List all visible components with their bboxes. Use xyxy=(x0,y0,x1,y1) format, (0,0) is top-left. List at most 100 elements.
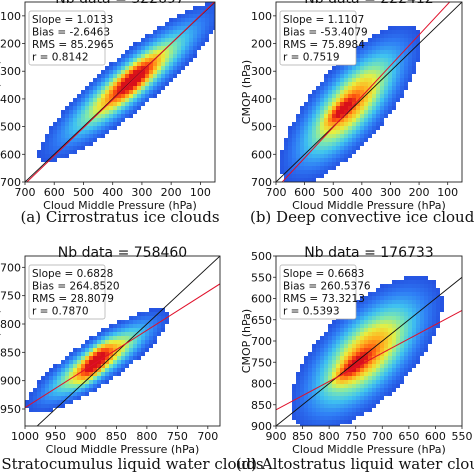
stat-line: Bias = 260.5376 xyxy=(283,281,371,293)
x-tick-label: 850 xyxy=(292,430,313,443)
y-tick-label: 700 xyxy=(251,335,272,348)
chart-title: Nb data = 176733 xyxy=(304,245,433,261)
stat-line: r = 0.7519 xyxy=(283,52,340,64)
density-heatmap xyxy=(25,308,169,412)
x-tick-label: 750 xyxy=(345,430,366,443)
stat-line: Bias = 264.8520 xyxy=(32,281,120,293)
x-tick-label: 200 xyxy=(161,186,182,199)
y-tick-label: 950 xyxy=(0,403,21,416)
y-tick-label: 500 xyxy=(0,121,21,134)
regression-line xyxy=(276,310,462,411)
x-tick-label: 600 xyxy=(425,430,446,443)
panel-caption: (c) Stratocumulus liquid water clouds xyxy=(0,455,264,473)
y-tick-label: 700 xyxy=(0,261,21,274)
y-tick-label: 600 xyxy=(251,148,272,161)
y-tick-label: 800 xyxy=(0,318,21,331)
x-axis-label: Cloud Middle Pressure (hPa) xyxy=(46,443,200,456)
y-axis-label: CMOP (hPa) xyxy=(240,60,253,124)
y-tick-label: 500 xyxy=(251,121,272,134)
stat-line: Slope = 1.0133 xyxy=(32,14,113,26)
y-tick-label: 900 xyxy=(251,420,272,433)
x-tick-label: 500 xyxy=(73,186,94,199)
x-tick-label: 800 xyxy=(319,430,340,443)
stat-line: Slope = 0.6683 xyxy=(283,268,364,280)
chart-title: Nb data = 758460 xyxy=(58,245,187,261)
x-tick-label: 400 xyxy=(102,186,123,199)
x-tick-label: 700 xyxy=(15,186,36,199)
density-heatmap xyxy=(37,2,215,162)
chart-title: Nb data = 222412 xyxy=(304,0,433,7)
x-tick-label: 100 xyxy=(437,186,458,199)
y-tick-label: 100 xyxy=(251,10,272,23)
regression-line xyxy=(281,2,451,182)
identity-line xyxy=(276,2,462,182)
y-tick-label: 850 xyxy=(0,346,21,359)
x-tick-label: 650 xyxy=(398,430,419,443)
x-tick-label: 400 xyxy=(351,186,372,199)
stats-box xyxy=(28,10,106,66)
y-tick-label: 400 xyxy=(251,93,272,106)
x-tick-label: 700 xyxy=(372,430,393,443)
panel-caption: (a) Cirrostratus ice clouds xyxy=(20,208,219,226)
y-tick-label: 900 xyxy=(0,375,21,388)
stat-line: Bias = -2.6463 xyxy=(32,27,110,39)
y-tick-label: 200 xyxy=(251,38,272,51)
stat-line: RMS = 73.3213 xyxy=(283,293,365,305)
x-axis-label: Cloud Middle Pressure (hPa) xyxy=(292,199,446,212)
regression-line xyxy=(26,2,215,182)
x-tick-label: 300 xyxy=(380,186,401,199)
stat-line: RMS = 75.8984 xyxy=(283,39,365,51)
density-heatmap xyxy=(280,26,420,182)
y-tick-label: 700 xyxy=(0,176,21,189)
y-tick-label: 400 xyxy=(0,93,21,106)
plot-frame xyxy=(24,1,216,183)
stat-line: Slope = 0.6828 xyxy=(32,268,113,280)
stat-line: r = 0.5393 xyxy=(283,306,340,318)
stats-box xyxy=(28,264,106,320)
plot-frame xyxy=(275,1,463,183)
stats-box xyxy=(279,10,357,66)
stat-line: Slope = 1.1107 xyxy=(283,14,364,26)
y-tick-label: 200 xyxy=(0,38,21,51)
x-tick-label: 600 xyxy=(294,186,315,199)
x-tick-label: 750 xyxy=(167,430,188,443)
stat-line: RMS = 85.2965 xyxy=(32,39,114,51)
y-axis-label: CMOP (hPa) xyxy=(0,60,2,124)
x-tick-label: 900 xyxy=(75,430,96,443)
density-heatmap xyxy=(292,276,444,426)
panel-caption: (b) Deep convective ice clouds xyxy=(250,208,474,226)
y-tick-label: 600 xyxy=(0,148,21,161)
x-tick-label: 700 xyxy=(266,186,287,199)
y-tick-label: 600 xyxy=(251,293,272,306)
x-tick-label: 950 xyxy=(45,430,66,443)
x-tick-label: 900 xyxy=(266,430,287,443)
y-tick-label: 750 xyxy=(0,290,21,303)
x-tick-label: 800 xyxy=(136,430,157,443)
y-tick-label: 650 xyxy=(251,314,272,327)
x-tick-label: 500 xyxy=(323,186,344,199)
chart-title: Nb data = 322697 xyxy=(55,0,184,7)
stat-line: r = 0.7870 xyxy=(32,306,89,318)
y-tick-label: 500 xyxy=(251,250,272,263)
panel-1: 700 600 500 400 300 200 100 700 600 500 400 300 200 1… xyxy=(0,0,220,226)
stat-line: Bias = -53.4079 xyxy=(283,27,368,39)
x-tick-label: 1000 xyxy=(11,430,39,443)
x-tick-label: 600 xyxy=(44,186,65,199)
x-tick-label: 700 xyxy=(197,430,218,443)
regression-line xyxy=(25,283,220,409)
x-axis-label: Cloud Middle Pressure (hPa) xyxy=(292,443,446,456)
y-axis-label: CMOP (hPa) xyxy=(0,309,2,373)
panel-4: 900 850 800 750 700 650 600 550 900 850 800 750 700 6… xyxy=(236,245,474,473)
x-tick-label: 850 xyxy=(106,430,127,443)
y-tick-label: 550 xyxy=(251,271,272,284)
y-tick-label: 700 xyxy=(251,176,272,189)
plot-frame xyxy=(24,255,221,427)
stat-line: r = 0.8142 xyxy=(32,52,89,64)
y-tick-label: 100 xyxy=(0,10,21,23)
x-tick-label: 300 xyxy=(131,186,152,199)
x-tick-label: 200 xyxy=(409,186,430,199)
panel-2: 700 600 500 400 300 200 100 700 600 500 400 300 200 1… xyxy=(240,0,474,226)
x-axis-label: Cloud Middle Pressure (hPa) xyxy=(43,199,197,212)
identity-line xyxy=(276,276,462,426)
